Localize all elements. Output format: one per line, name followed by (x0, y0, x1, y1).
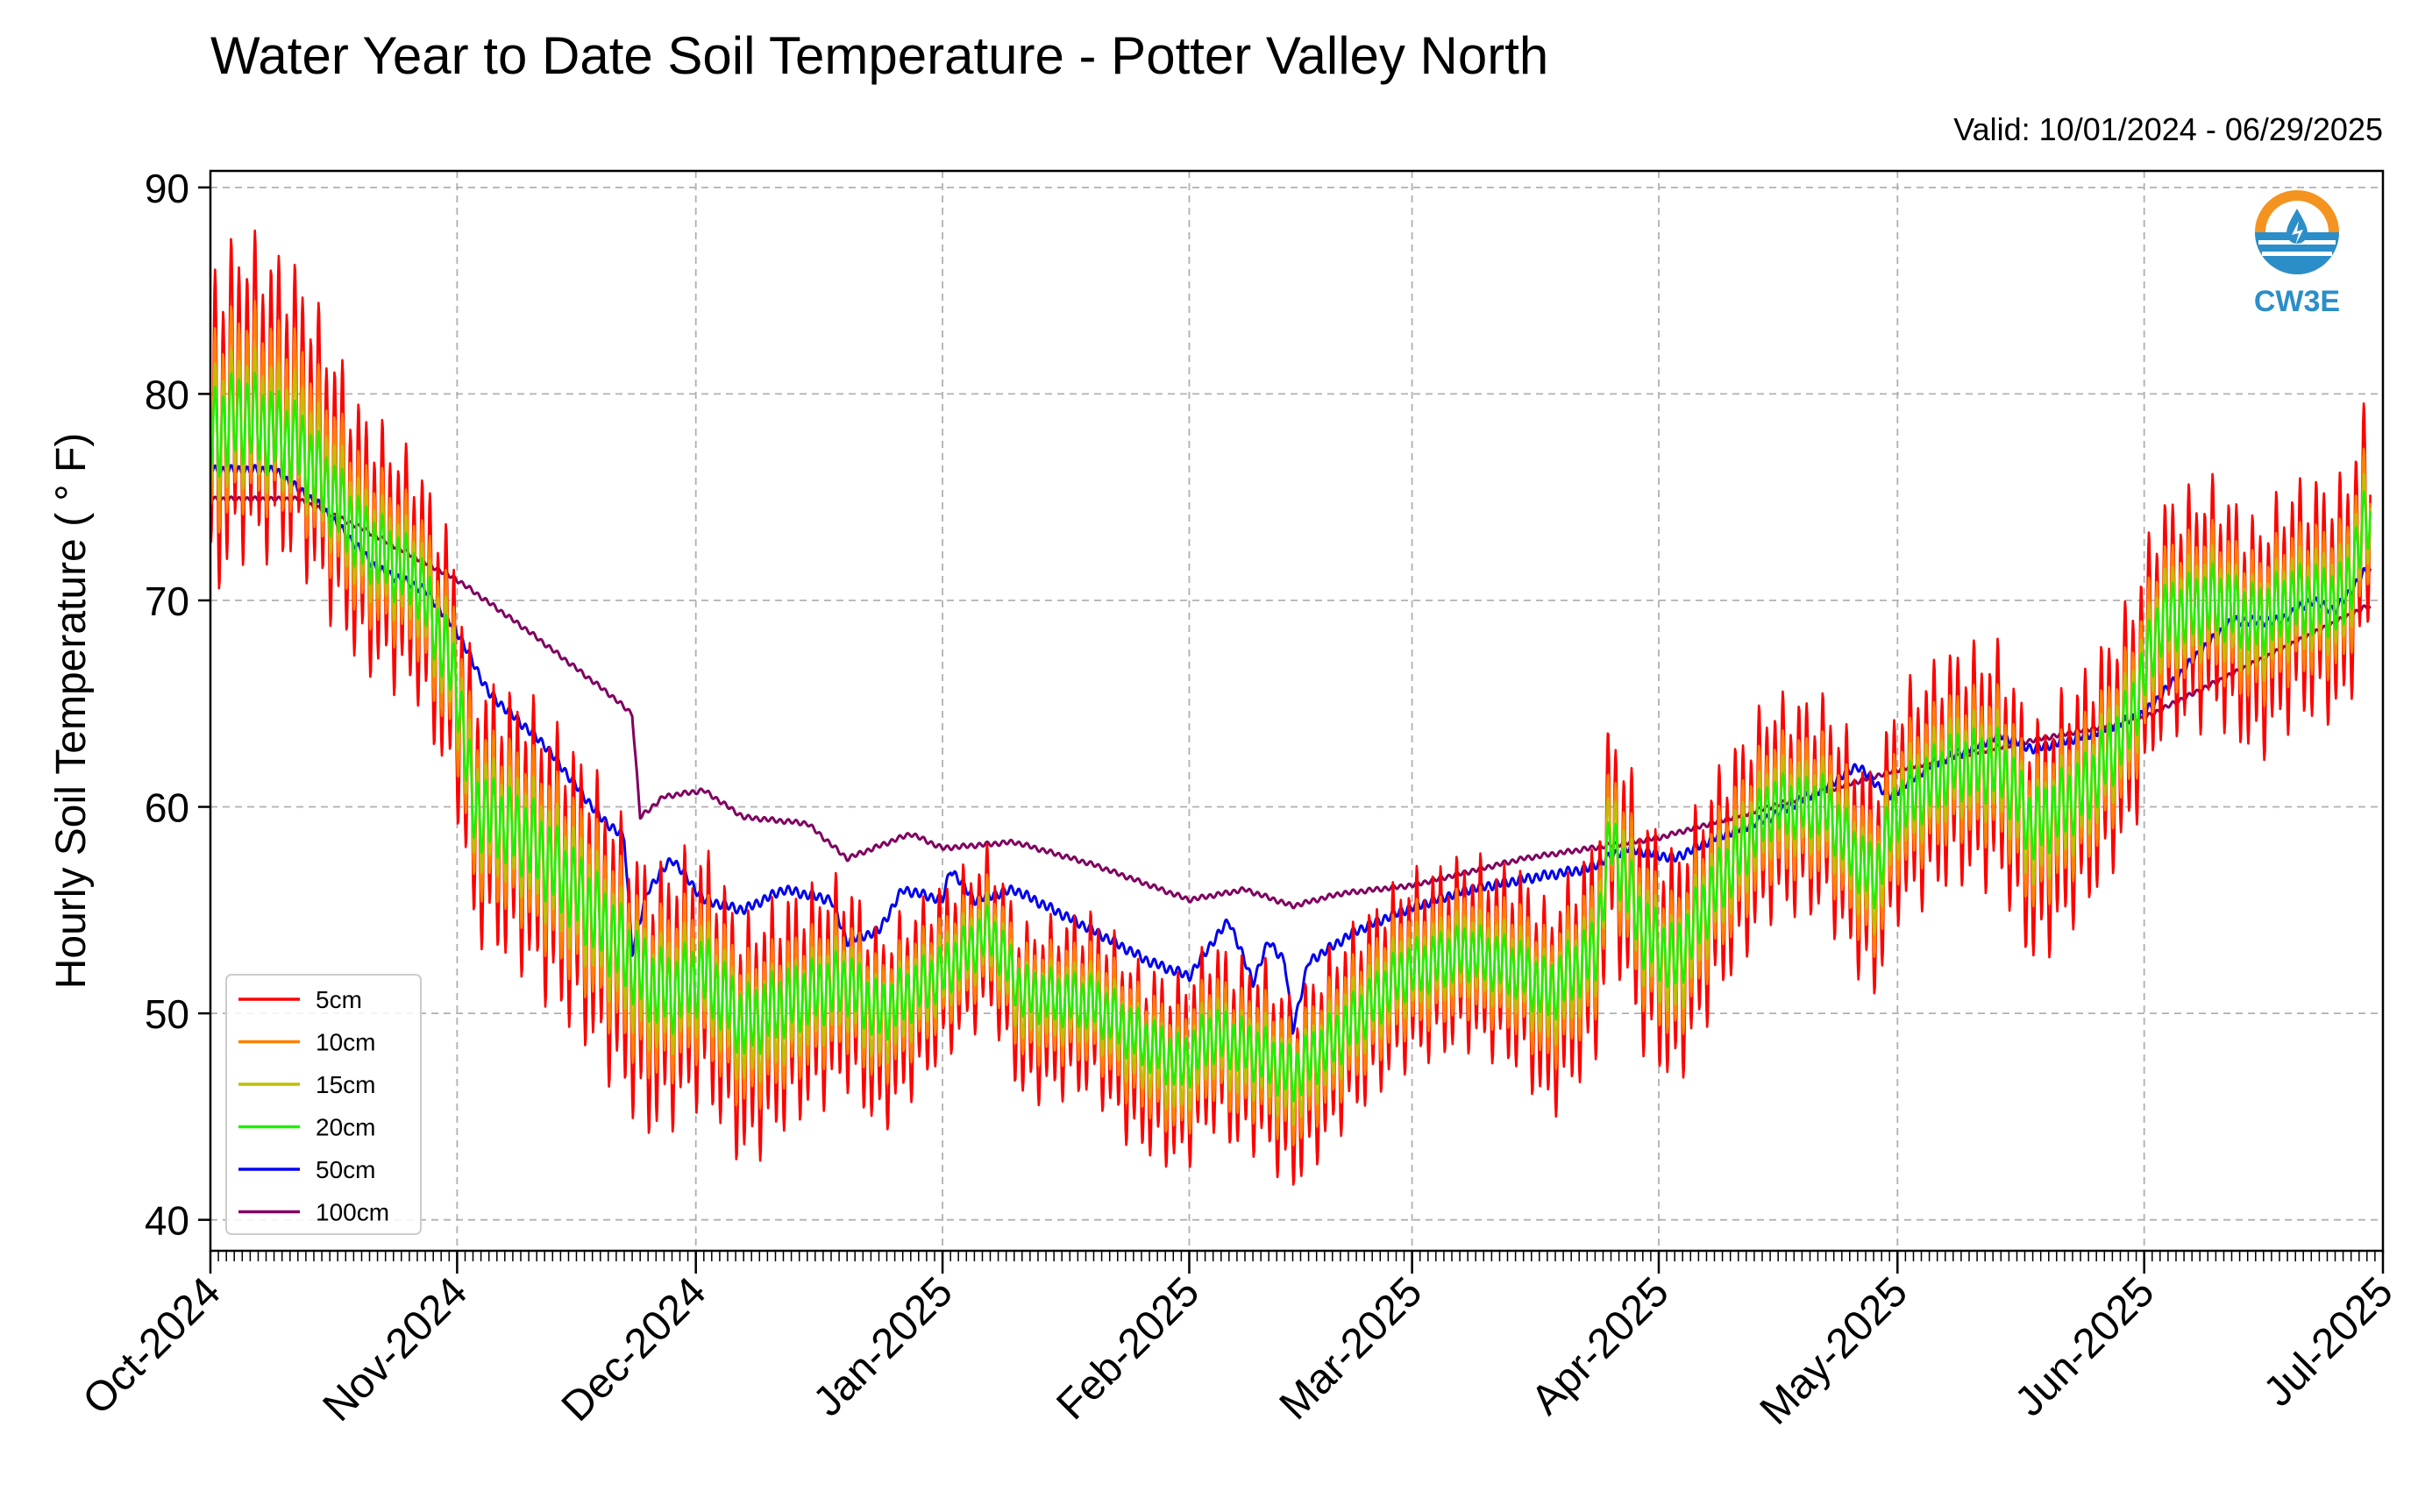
y-tick-label-80: 80 (145, 372, 189, 417)
chart-title: Water Year to Date Soil Temperature - Po… (210, 26, 1548, 85)
legend-label-5cm: 5cm (316, 986, 362, 1013)
legend-box (225, 974, 422, 1235)
cw3e-logo-icon (2255, 190, 2339, 274)
y-tick-label-70: 70 (145, 579, 189, 624)
y-tick-label-90: 90 (145, 166, 189, 211)
axis-ticks (198, 186, 2385, 1274)
chart-subtitle: Valid: 10/01/2024 - 06/29/2025 (1953, 111, 2383, 147)
legend-label-100cm: 100cm (316, 1199, 389, 1226)
y-tick-label-60: 60 (145, 785, 189, 831)
cw3e-logo-text: CW3E (2254, 285, 2340, 318)
legend-label-20cm: 20cm (316, 1114, 375, 1141)
legend-label-50cm: 50cm (316, 1156, 375, 1183)
y-tick-label-50: 50 (145, 991, 189, 1037)
y-axis-label: Hourly Soil Temperature ( ° F) (48, 433, 95, 990)
y-tick-labels: 40 50 60 70 80 90 (145, 166, 189, 1244)
series-line-20cm (210, 372, 2372, 1103)
legend-label-10cm: 10cm (316, 1029, 375, 1056)
legend: 5cm 10cm 15cm 20cm 50cm 100cm (225, 974, 422, 1235)
legend-label-15cm: 15cm (316, 1071, 375, 1098)
x-minor-ticks (210, 1251, 2384, 1261)
y-tick-label-40: 40 (145, 1198, 189, 1244)
series-line-100cm (210, 495, 2372, 910)
series-lines (210, 229, 2372, 1186)
cw3e-logo: CW3E (2254, 190, 2340, 318)
plot-frame (209, 169, 2385, 1253)
